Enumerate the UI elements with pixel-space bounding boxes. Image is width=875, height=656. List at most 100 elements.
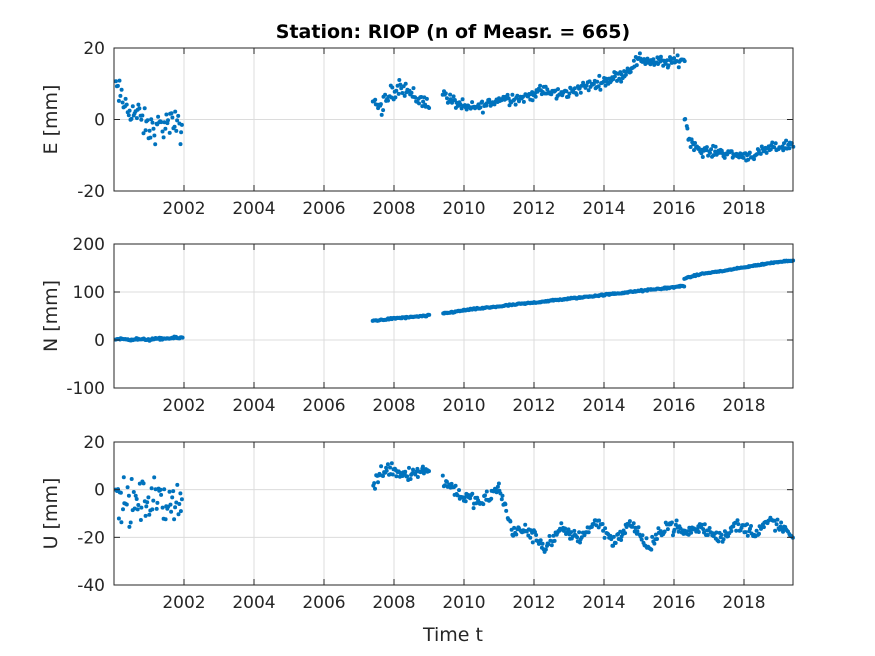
data-point [148, 135, 153, 140]
data-point [172, 124, 177, 129]
data-point [427, 469, 431, 474]
data-point [400, 91, 405, 95]
x-tick-label: 2012 [512, 396, 555, 416]
data-point [676, 529, 681, 534]
data-point [484, 489, 489, 494]
data-point [514, 532, 519, 537]
data-point [566, 94, 571, 99]
data-point [121, 475, 126, 480]
data-point [714, 530, 719, 535]
data-point [603, 526, 608, 531]
data-point [716, 539, 721, 544]
data-point [566, 527, 571, 532]
data-point [640, 533, 645, 538]
data-point [707, 526, 712, 530]
data-point [685, 126, 690, 131]
data-point [167, 130, 172, 135]
data-point [409, 90, 414, 95]
data-point [163, 517, 168, 522]
data-point [167, 489, 172, 494]
data-point [689, 530, 694, 535]
data-point [556, 87, 560, 92]
data-point [170, 115, 175, 120]
data-point [713, 144, 718, 149]
data-point [665, 58, 670, 63]
data-point [618, 529, 623, 534]
data-point [675, 53, 680, 58]
data-point [581, 80, 586, 85]
data-point [403, 81, 408, 86]
data-point [591, 81, 596, 86]
data-point [600, 522, 605, 526]
y-tick-label: 0 [94, 481, 105, 501]
data-point [772, 145, 777, 150]
data-point [136, 102, 141, 107]
data-point [454, 100, 459, 105]
data-point [644, 536, 649, 541]
data-point [745, 522, 750, 527]
data-point [693, 141, 697, 145]
panel-east: 2002 2004 2006 2008 2010 2012 2014 2016 2018 -20 0… [40, 39, 796, 219]
figure-title: Station: RIOP (n of Measr. = 665) [276, 21, 630, 43]
data-point [537, 541, 542, 546]
data-point [658, 529, 663, 534]
data-point [161, 135, 166, 140]
data-point [174, 500, 179, 505]
x-tick-label: 2010 [442, 396, 485, 416]
data-point [577, 530, 582, 535]
data-point [405, 474, 410, 479]
data-point [147, 128, 152, 133]
data-point [597, 73, 602, 78]
data-point [390, 85, 395, 90]
y-tick-label: -40 [77, 576, 105, 596]
x-tick-label: 2004 [232, 396, 275, 416]
data-point [649, 547, 654, 552]
data-point [384, 468, 389, 473]
data-point [124, 102, 129, 107]
data-point [540, 541, 545, 546]
data-point [534, 533, 539, 537]
data-point [478, 105, 483, 110]
data-point [175, 118, 180, 123]
data-point [782, 141, 786, 146]
data-point [701, 527, 706, 532]
data-point [470, 491, 475, 496]
data-point [726, 534, 731, 539]
data-point [448, 92, 453, 97]
data-point [508, 519, 513, 524]
data-point [696, 530, 701, 534]
data-point [505, 92, 510, 97]
y-tick-label: -20 [77, 528, 105, 548]
data-point [156, 114, 161, 119]
data-point [123, 96, 128, 101]
data-point [149, 117, 154, 122]
y-tick-label: -100 [66, 379, 105, 399]
data-point [160, 129, 165, 134]
data-point [443, 91, 448, 96]
data-point [575, 535, 580, 540]
plot-area-north [113, 243, 794, 389]
data-point [523, 522, 528, 527]
data-point [163, 126, 168, 131]
data-point [510, 92, 515, 97]
data-point [168, 502, 173, 507]
data-point [129, 477, 134, 481]
data-point [596, 525, 601, 530]
data-point [559, 521, 564, 526]
data-point [489, 496, 494, 501]
data-point [699, 522, 704, 527]
axis-frame-north [113, 243, 794, 389]
data-point [636, 525, 641, 530]
data-point [424, 96, 429, 101]
data-point [378, 102, 383, 107]
data-point [136, 503, 141, 507]
data-point [669, 520, 674, 525]
data-point [145, 118, 150, 123]
data-point [611, 543, 616, 548]
data-point [549, 92, 554, 97]
data-point [119, 87, 124, 92]
panels: 2002 2004 2006 2008 2010 2012 2014 2016 2018 -20 0… [40, 39, 796, 613]
data-point [601, 79, 606, 84]
data-point [179, 130, 184, 135]
